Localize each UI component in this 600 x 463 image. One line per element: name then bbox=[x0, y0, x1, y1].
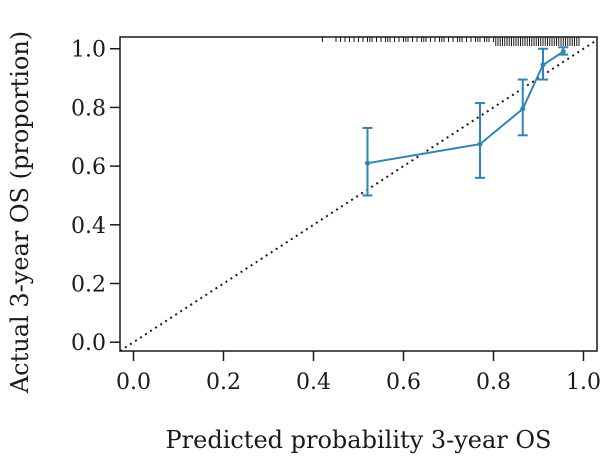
x-tick-label: 0.6 bbox=[386, 370, 421, 395]
x-tick-label: 0.0 bbox=[116, 370, 151, 395]
y-tick-label: 0.6 bbox=[71, 155, 106, 180]
y-tick-label: 0.2 bbox=[71, 273, 106, 298]
plot-frame bbox=[119, 36, 598, 352]
y-axis-title: Actual 3-year OS (proportion) bbox=[6, 31, 34, 394]
calibration-series bbox=[362, 46, 569, 197]
data-point bbox=[540, 62, 546, 68]
y-tick-label: 0.4 bbox=[71, 214, 106, 239]
y-tick-label: 0.8 bbox=[71, 96, 106, 121]
y-tick-label: 1.0 bbox=[71, 38, 106, 63]
x-tick-label: 0.4 bbox=[296, 370, 331, 395]
x-tick-label: 1.0 bbox=[566, 370, 600, 395]
y-tick-label: 0.0 bbox=[71, 331, 106, 356]
data-point bbox=[560, 49, 566, 55]
y-axis: 0.0 0.2 0.4 0.6 0.8 1.0 bbox=[71, 38, 120, 356]
data-point bbox=[520, 106, 526, 112]
data-point bbox=[477, 141, 483, 147]
x-tick-label: 0.8 bbox=[476, 370, 511, 395]
reference-diagonal bbox=[119, 39, 598, 352]
rug-marks bbox=[322, 37, 580, 46]
x-tick-label: 0.2 bbox=[206, 370, 241, 395]
series-line bbox=[367, 50, 564, 165]
x-axis-title: Predicted probability 3-year OS bbox=[166, 426, 552, 454]
x-axis: 0.0 0.2 0.4 0.6 0.8 1.0 bbox=[116, 351, 600, 395]
data-point bbox=[365, 160, 370, 166]
